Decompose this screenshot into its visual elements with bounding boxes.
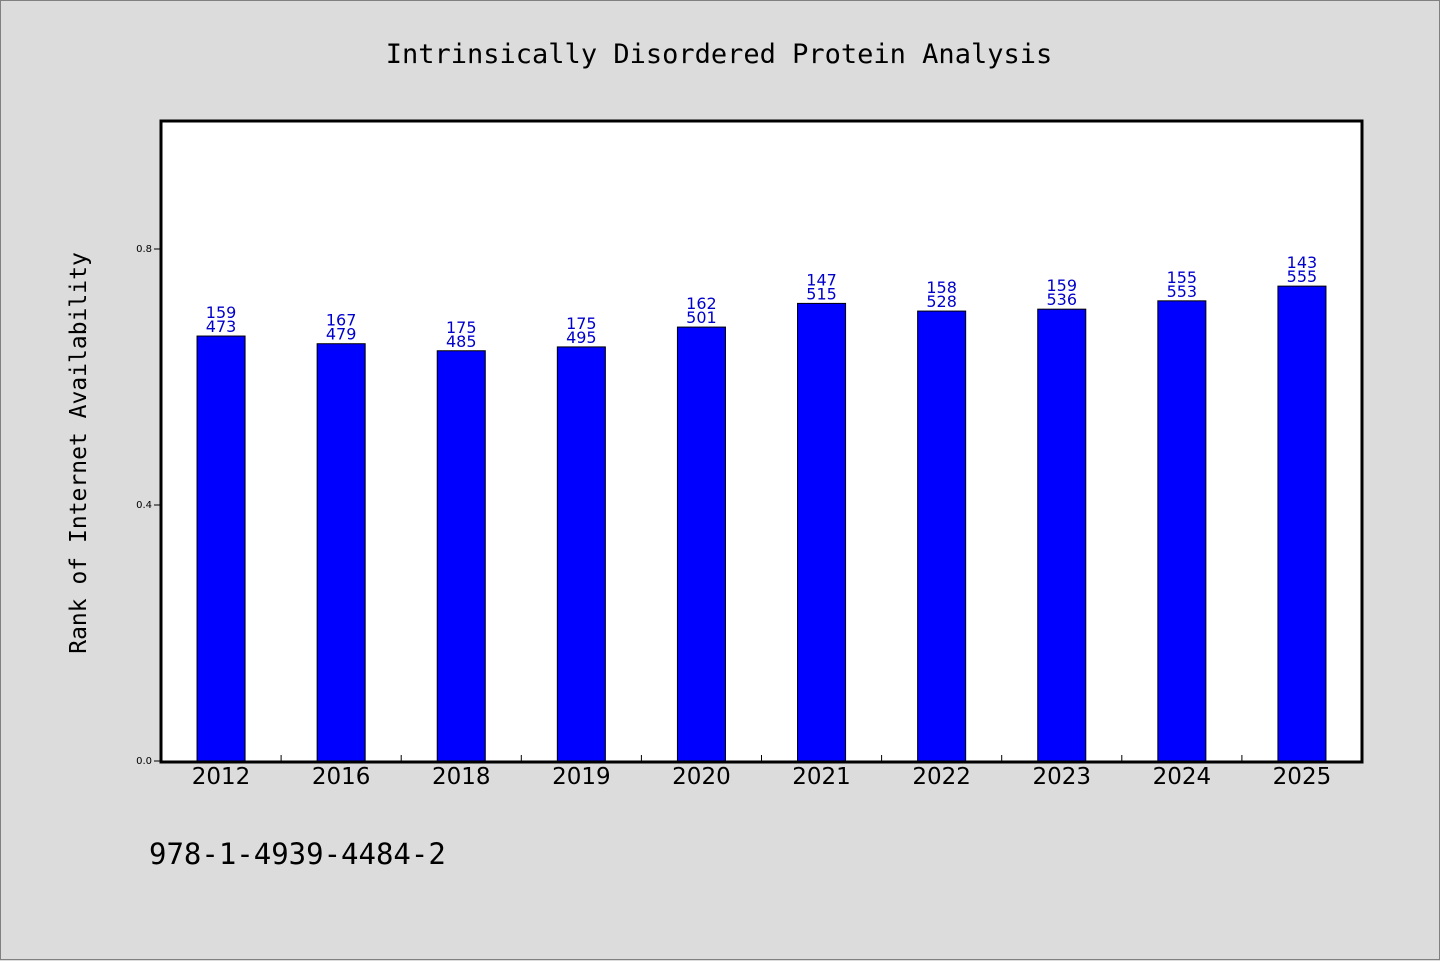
chart-title: Intrinsically Disordered Protein Analysi… — [386, 39, 1052, 70]
data-label-bottom: 553 — [1167, 282, 1198, 301]
bar — [1037, 308, 1087, 762]
data-label-bottom: 495 — [566, 328, 597, 347]
bar — [1277, 285, 1327, 762]
data-label-top: 159 — [206, 303, 237, 322]
data-label-bottom: 515 — [806, 284, 837, 303]
data-label-top: 143 — [1287, 253, 1318, 272]
y-axis-label: Rank of Internet Availability — [66, 252, 92, 654]
bar — [196, 335, 246, 762]
data-label-bottom: 479 — [326, 325, 357, 344]
x-tick-label: 2022 — [912, 764, 971, 790]
data-label-bottom: 555 — [1287, 267, 1318, 286]
data-label-bottom: 501 — [686, 308, 717, 327]
bar — [1157, 300, 1207, 762]
x-tick-label: 2012 — [192, 764, 251, 790]
y-tick-label: 0.4 — [136, 500, 152, 511]
x-tick-label: 2020 — [672, 764, 731, 790]
x-axis-ticks: 2012 2016 2018 2019 2020 2021 2022 2023 2024 2025 — [192, 755, 1331, 790]
x-tick-label: 2021 — [792, 764, 851, 790]
isbn-footer: 978-1-4939-4484-2 — [149, 837, 446, 871]
data-label-bottom: 485 — [446, 332, 477, 351]
bar — [676, 326, 726, 762]
data-label-top: 162 — [686, 294, 717, 313]
x-tick-label: 2024 — [1153, 764, 1212, 790]
y-axis-ticks: 0.0 0.4 0.8 — [136, 244, 161, 767]
x-tick-label: 2019 — [552, 764, 611, 790]
y-tick-label: 0.8 — [136, 244, 152, 255]
y-tick-label: 0.0 — [136, 756, 152, 767]
bar — [316, 343, 366, 762]
data-label-bottom: 528 — [926, 292, 957, 311]
data-label-top: 175 — [446, 318, 477, 337]
x-tick-label: 2016 — [312, 764, 371, 790]
data-label-top: 158 — [926, 278, 957, 297]
x-tick-label: 2023 — [1032, 764, 1091, 790]
bar — [917, 310, 967, 762]
bars-group — [196, 285, 1327, 762]
data-label-bottom: 473 — [206, 317, 237, 336]
data-label-top: 175 — [566, 314, 597, 333]
data-label-bottom: 536 — [1046, 290, 1077, 309]
bar — [556, 346, 606, 762]
data-label-top: 167 — [326, 311, 357, 330]
bar — [797, 302, 847, 762]
bar — [436, 350, 486, 762]
data-label-top: 159 — [1046, 276, 1077, 295]
data-label-top: 155 — [1167, 268, 1198, 287]
data-label-top: 147 — [806, 270, 837, 289]
x-tick-label: 2025 — [1273, 764, 1332, 790]
x-tick-label: 2018 — [432, 764, 491, 790]
